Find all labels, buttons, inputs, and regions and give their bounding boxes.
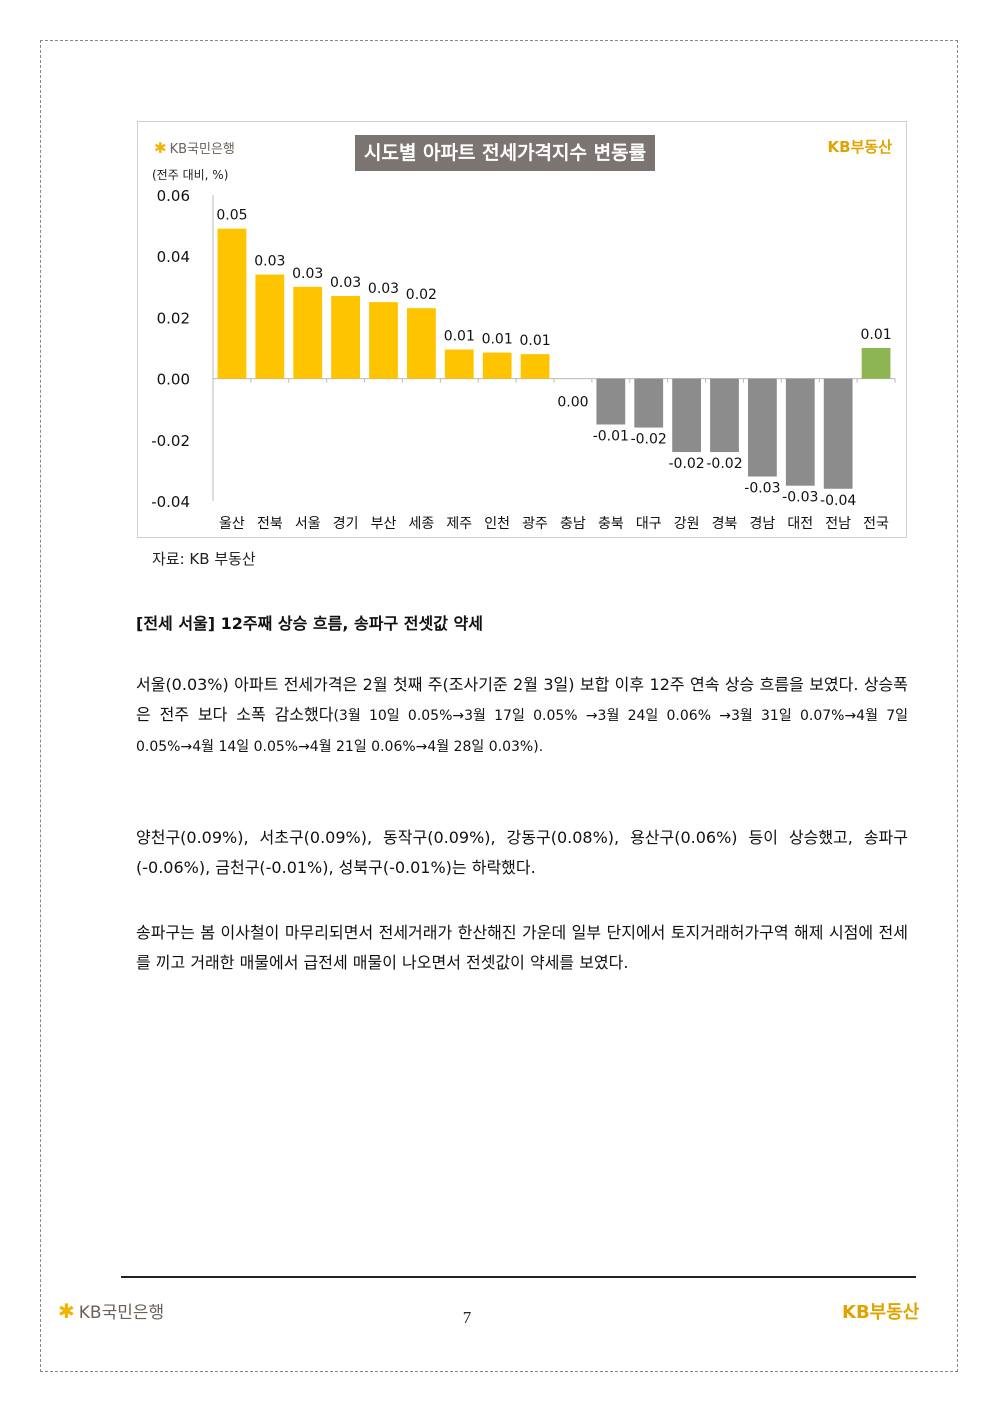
bar	[596, 378, 626, 425]
bar-chart: 0.06 0.04 0.02 0.00 -0.02 -0.04 0.05 울산 0.03 전북 0.…	[151, 187, 896, 532]
bar-value-label: -0.02	[668, 456, 704, 472]
y-tick-label: -0.04	[151, 493, 190, 511]
paragraph-seoul-trend-main: 서울(0.03%) 아파트 전세가격은 2월 첫째 주(조사기준 2월 3일) …	[136, 675, 908, 724]
bar	[406, 308, 436, 379]
chart-realty-logo: KB부동산	[827, 138, 892, 156]
kb-star-icon: ✱	[154, 138, 167, 157]
bar	[444, 349, 474, 379]
bar	[785, 378, 815, 486]
x-category-label: 강원	[674, 516, 700, 532]
chart-title: 시도별 아파트 전세가격지수 변동률	[355, 135, 656, 171]
x-category-label: 대전	[787, 516, 813, 532]
x-category-label: 서울	[295, 516, 321, 532]
y-tick-label: 0.02	[157, 309, 190, 327]
paragraph-songpa-analysis: 송파구는 봄 이사철이 마무리되면서 전세거래가 한산해진 가운데 일부 단지에…	[136, 923, 908, 972]
section-heading: [전세 서울] 12주째 상승 흐름, 송파구 전셋값 약세	[136, 614, 483, 633]
paragraph-seoul-trend-detail: (3월 10일 0.05%→3월 17일 0.05% →3월 24일 0.06%…	[136, 708, 908, 755]
bar-value-label: -0.02	[706, 456, 742, 472]
y-tick-label: 0.00	[157, 371, 190, 389]
bar-value-label: 0.01	[519, 333, 550, 349]
x-category-label: 대구	[636, 516, 662, 532]
bar-value-label: 0.03	[292, 266, 323, 282]
bar-value-label: -0.04	[820, 493, 856, 509]
paragraph-seoul-trend: 서울(0.03%) 아파트 전세가격은 2월 첫째 주(조사기준 2월 3일) …	[136, 670, 908, 762]
x-category-label: 제주	[446, 516, 472, 532]
source-note: 자료: KB 부동산	[152, 550, 256, 568]
y-tick-label: 0.06	[157, 187, 190, 205]
bar-value-label: 0.01	[482, 332, 513, 348]
footer-realty-logo: KB부동산	[842, 1302, 920, 1323]
x-category-label: 경기	[333, 516, 359, 532]
x-category-label: 전국	[863, 516, 889, 532]
bar-value-label: 0.03	[368, 281, 399, 297]
bar-value-label: -0.01	[593, 429, 629, 445]
bar-value-label: 0.03	[330, 275, 361, 291]
bar	[217, 228, 247, 379]
bar	[482, 352, 512, 379]
bar-value-label: 0.01	[444, 329, 475, 345]
bar-value-label: 0.05	[216, 208, 247, 224]
x-category-label: 전남	[825, 516, 851, 532]
x-category-label: 충남	[560, 516, 586, 532]
bar	[369, 302, 398, 379]
y-tick-label: 0.04	[157, 248, 190, 266]
chart-panel: 0.06 0.04 0.02 0.00 -0.02 -0.04 0.05 울산 0.03 전북 0.…	[137, 121, 907, 538]
bar-value-label: -0.03	[744, 481, 780, 497]
kb-star-icon: ✱	[58, 1298, 75, 1323]
bar	[747, 378, 777, 477]
x-category-label: 인천	[484, 516, 510, 532]
footer-bank-logo-text: KB국민은행	[78, 1303, 165, 1323]
x-category-label: 세종	[409, 516, 435, 532]
chart-unit-label: (전주 대비, %)	[152, 168, 229, 182]
bar	[823, 378, 853, 489]
page-frame	[40, 40, 958, 1372]
footer-bank-logo: ✱ KB국민은행	[58, 1298, 165, 1324]
bar-value-label: -0.03	[782, 490, 818, 506]
bar	[861, 348, 891, 379]
page-number: 7	[462, 1308, 472, 1327]
x-category-label: 충북	[598, 516, 624, 532]
bar-value-label: 0.02	[406, 287, 437, 303]
x-category-label: 부산	[371, 516, 397, 532]
x-category-label: 전북	[257, 516, 283, 532]
x-category-label: 울산	[219, 516, 245, 532]
bar-value-label: 0.03	[254, 254, 285, 270]
bar	[293, 286, 323, 379]
bar	[710, 378, 739, 453]
bar	[520, 354, 550, 379]
bar	[634, 378, 664, 428]
chart-bank-logo: ✱ KB국민은행	[154, 138, 235, 158]
y-tick-label: -0.02	[151, 432, 190, 450]
x-category-label: 광주	[522, 516, 548, 532]
bar	[255, 274, 285, 379]
paragraph-district-changes: 양천구(0.09%), 서초구(0.09%), 동작구(0.09%), 강동구(…	[136, 828, 908, 877]
chart-bank-logo-text: KB국민은행	[169, 142, 235, 157]
x-category-label: 경북	[712, 516, 738, 532]
x-category-label: 경남	[750, 516, 776, 532]
bar-value-label: -0.02	[631, 432, 667, 448]
bar-value-label: 0.01	[860, 327, 891, 343]
bar-value-label: 0.00	[557, 395, 588, 411]
footer-divider	[121, 1276, 916, 1278]
bar	[331, 295, 361, 379]
bar	[672, 378, 702, 453]
